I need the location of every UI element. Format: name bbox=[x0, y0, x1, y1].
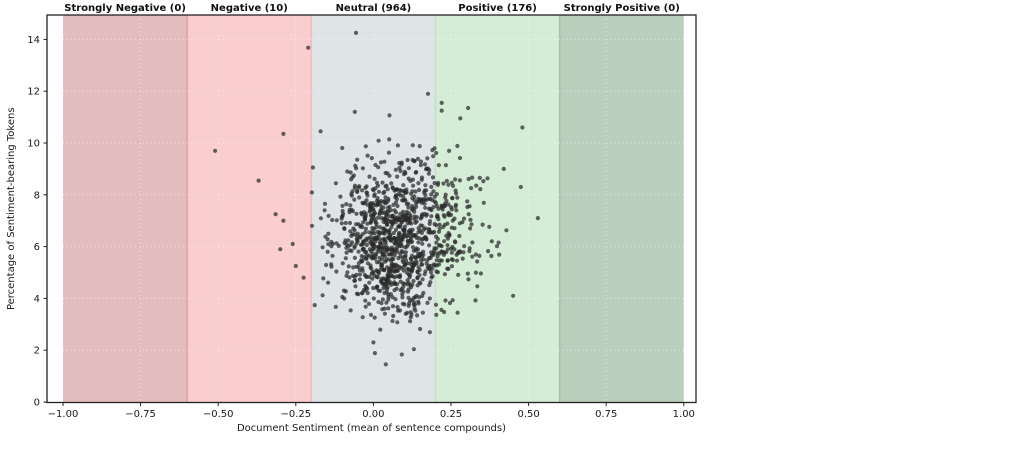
y-tick-label: 10 bbox=[27, 139, 40, 150]
band-header-0: Strongly Negative (0) bbox=[64, 3, 186, 14]
y-tick-label: 6 bbox=[34, 242, 40, 253]
x-tick-label: −0.25 bbox=[280, 409, 311, 420]
band-header-1: Negative (10) bbox=[211, 3, 288, 14]
sentiment-scatter-chart: −1.00 −0.75 −0.50 −0.25 0.00 0.25 0.50 0.75 1.00… bbox=[6, 3, 697, 434]
y-tick-label: 12 bbox=[27, 87, 40, 98]
x-tick-label: 0.50 bbox=[517, 409, 539, 420]
x-tick-label: 0.25 bbox=[440, 409, 462, 420]
x-tick-label: −0.50 bbox=[203, 409, 234, 420]
band-0 bbox=[63, 15, 188, 403]
band-4 bbox=[559, 15, 684, 403]
scatter-points bbox=[213, 30, 541, 367]
band-header-2: Neutral (964) bbox=[336, 3, 412, 14]
x-tick-label: 1.00 bbox=[673, 409, 695, 420]
plot-frame bbox=[46, 14, 697, 404]
band-3 bbox=[435, 15, 560, 403]
y-tick-label: 0 bbox=[34, 398, 40, 409]
x-tick-label: −0.75 bbox=[125, 409, 156, 420]
band-header-4: Strongly Positive (0) bbox=[564, 3, 680, 14]
y-tick-label: 4 bbox=[34, 294, 40, 305]
scatter-plot-svg: −1.00 −0.75 −0.50 −0.25 0.00 0.25 0.50 0.75 1.00… bbox=[6, 3, 697, 434]
band-1 bbox=[187, 15, 312, 403]
band-headers: Strongly Negative (0) Negative (10) Neutra… bbox=[64, 3, 680, 14]
y-tick-label: 14 bbox=[27, 35, 40, 46]
band-header-3: Positive (176) bbox=[458, 3, 537, 14]
x-tick-label: −1.00 bbox=[48, 409, 79, 420]
sentiment-bands bbox=[63, 15, 684, 403]
y-axis-label: Percentage of Sentiment-bearing Tokens bbox=[6, 107, 17, 310]
y-tick-label: 2 bbox=[34, 346, 40, 357]
x-tick-label: 0.75 bbox=[595, 409, 617, 420]
x-axis-label: Document Sentiment (mean of sentence com… bbox=[237, 423, 506, 434]
x-tick-label: 0.00 bbox=[362, 409, 384, 420]
axes: −1.00 −0.75 −0.50 −0.25 0.00 0.25 0.50 0.75 1.00… bbox=[27, 35, 695, 420]
y-tick-label: 8 bbox=[34, 190, 40, 201]
sentiment-summary-panel: 0.107 Overall Content Set Sentiment Docu… bbox=[790, 0, 1024, 446]
